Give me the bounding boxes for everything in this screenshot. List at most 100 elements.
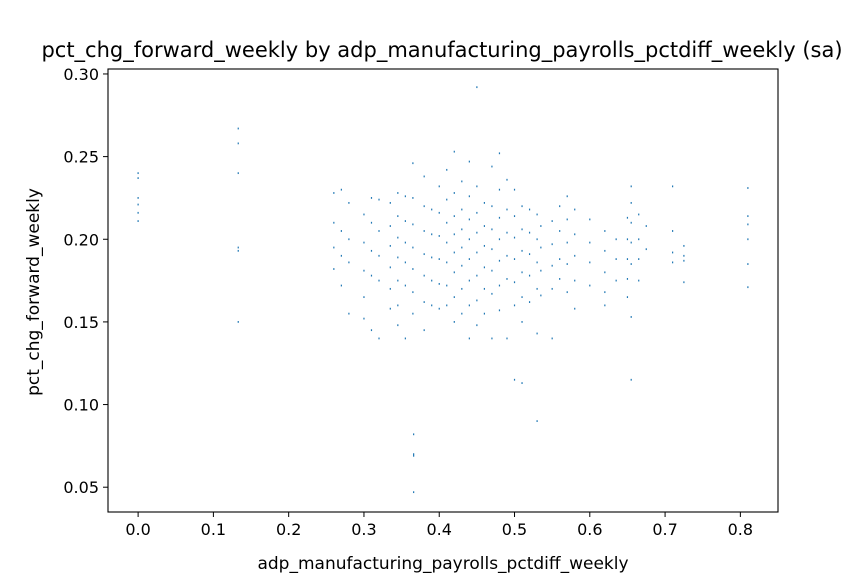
- scatter-point: [491, 292, 493, 295]
- x-tick-label: 0.6: [577, 520, 602, 539]
- scatter-point: [506, 254, 508, 257]
- scatter-point: [506, 231, 508, 234]
- scatter-point: [423, 205, 425, 208]
- scatter-point: [513, 281, 516, 284]
- scatter-point: [446, 221, 448, 224]
- scatter-point: [340, 254, 342, 257]
- scatter-point: [551, 264, 553, 267]
- scatter-point: [137, 220, 139, 222]
- scatter-point: [536, 420, 538, 422]
- scatter-point: [333, 246, 335, 249]
- scatter-point: [476, 299, 478, 302]
- scatter-point: [453, 321, 455, 323]
- scatter-point: [397, 324, 399, 327]
- scatter-point: [498, 188, 501, 191]
- scatter-point: [237, 127, 239, 130]
- scatter-point: [528, 253, 531, 256]
- scatter-point: [438, 185, 440, 188]
- scatter-point: [615, 258, 617, 260]
- scatter-point: [645, 248, 647, 251]
- scatter-point: [630, 316, 632, 318]
- scatter-point: [137, 172, 139, 175]
- scatter-point: [397, 192, 399, 194]
- scatter-point: [389, 287, 391, 290]
- scatter-point: [468, 258, 470, 260]
- scatter-point: [630, 221, 632, 224]
- scatter-point: [397, 304, 399, 307]
- scatter-point: [630, 263, 632, 265]
- scatter-point: [404, 241, 406, 244]
- scatter-point: [348, 201, 350, 204]
- scatter-point: [461, 208, 463, 211]
- scatter-point: [468, 218, 470, 221]
- scatter-point: [378, 337, 380, 340]
- scatter-point: [574, 233, 576, 236]
- scatter-point: [483, 312, 485, 315]
- scatter-point: [237, 142, 239, 145]
- scatter-point: [468, 337, 470, 340]
- scatter-point: [513, 236, 516, 239]
- scatter-point: [453, 271, 455, 274]
- scatter-point: [363, 317, 365, 320]
- scatter-point: [536, 287, 538, 290]
- scatter-point: [498, 259, 501, 262]
- scatter-point: [498, 309, 501, 312]
- scatter-point: [540, 225, 542, 227]
- y-tick-label: 0.05: [63, 478, 99, 497]
- scatter-point: [747, 223, 749, 226]
- scatter-point: [536, 332, 538, 335]
- scatter-point: [412, 312, 414, 315]
- scatter-point: [468, 238, 470, 241]
- scatter-point: [645, 225, 647, 227]
- scatter-point: [483, 244, 485, 247]
- x-axis-label: adp_manufacturing_payrolls_pctdiff_weekl…: [257, 554, 628, 574]
- scatter-point: [521, 228, 523, 231]
- scatter-point: [431, 233, 433, 236]
- scatter-point: [446, 241, 448, 244]
- scatter-point: [672, 251, 674, 254]
- y-tick-label: 0.20: [63, 230, 99, 249]
- scatter-point: [423, 274, 425, 277]
- scatter-point: [498, 238, 501, 241]
- scatter-point: [574, 307, 576, 310]
- scatter-point: [528, 274, 531, 277]
- scatter-point: [389, 307, 391, 310]
- scatter-point: [378, 279, 380, 282]
- scatter-point: [446, 284, 448, 287]
- scatter-point: [506, 337, 508, 340]
- scatter-point: [340, 188, 342, 191]
- scatter-point: [438, 235, 440, 237]
- scatter-point: [540, 294, 542, 297]
- scatter-point: [540, 246, 542, 249]
- scatter-point: [461, 228, 463, 231]
- scatter-point: [483, 225, 485, 227]
- scatter-point: [630, 241, 632, 244]
- scatter-point: [521, 205, 523, 208]
- scatter-point: [397, 279, 399, 282]
- scatter-point: [498, 216, 501, 219]
- scatter-point: [683, 254, 685, 257]
- scatter-point: [483, 266, 485, 269]
- scatter-point: [453, 296, 455, 299]
- scatter-point: [566, 218, 568, 221]
- scatter-point: [513, 215, 516, 218]
- scatter-point: [483, 287, 485, 290]
- scatter-point: [574, 208, 576, 211]
- scatter-point: [589, 241, 591, 244]
- scatter-point: [389, 225, 391, 227]
- scatter-point: [461, 312, 463, 315]
- scatter-point: [540, 269, 542, 272]
- y-tick-label: 0.25: [63, 148, 99, 167]
- scatter-point: [491, 337, 493, 340]
- scatter-point: [333, 221, 335, 224]
- scatter-point: [638, 258, 640, 260]
- scatter-point: [389, 201, 391, 204]
- scatter-point: [747, 263, 749, 265]
- scatter-point: [397, 256, 399, 259]
- scatter-point: [626, 216, 629, 219]
- scatter-point: [468, 160, 470, 163]
- scatter-point: [370, 197, 373, 199]
- scatter-point: [423, 301, 425, 303]
- scatter-point: [453, 215, 455, 218]
- scatter-point: [476, 231, 478, 234]
